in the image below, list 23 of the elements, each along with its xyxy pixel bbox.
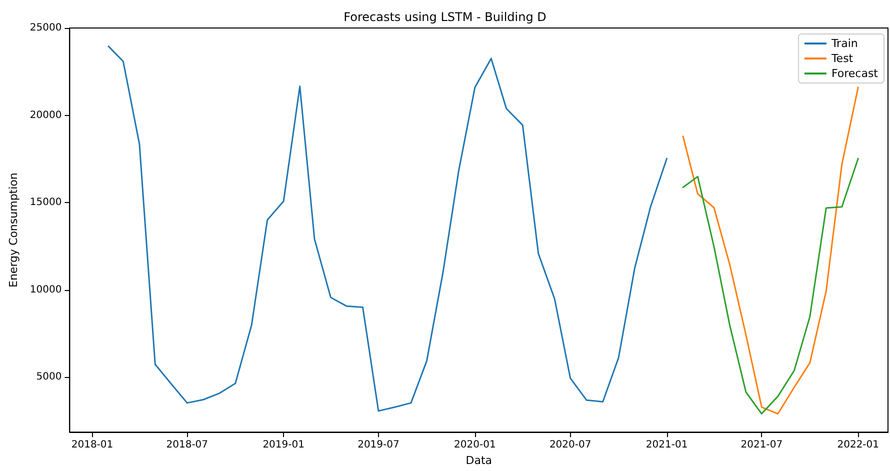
x-tick-label: 2021-07: [740, 440, 783, 451]
legend-label: Train: [830, 37, 858, 50]
x-tick-label: 2022-01: [837, 440, 880, 451]
x-tick-label: 2019-01: [262, 440, 304, 451]
y-tick-label: 10000: [30, 284, 62, 296]
y-tick-label: 5000: [36, 372, 62, 383]
line-series: [682, 86, 859, 415]
y-tick-label: 20000: [30, 110, 62, 121]
line-series: [108, 46, 668, 412]
y-tick-label: 25000: [30, 22, 62, 34]
line-series: [682, 158, 859, 415]
y-axis-title: Energy Consumption: [7, 172, 20, 288]
chart-title: Forecasts using LSTM - Building D: [344, 10, 546, 24]
x-tick-label: 2018-01: [71, 440, 114, 451]
x-tick-label: 2019-07: [358, 440, 400, 451]
x-tick-label: 2018-07: [166, 440, 208, 451]
x-tick-label: 2020-07: [549, 440, 592, 451]
x-tick-label: 2021-01: [646, 440, 688, 451]
y-tick-label: 15000: [30, 197, 62, 208]
x-tick-label: 2020-01: [454, 440, 496, 451]
legend-label: Forecast: [831, 67, 879, 80]
legend-label: Test: [830, 52, 854, 65]
x-axis-title: Data: [466, 454, 492, 467]
